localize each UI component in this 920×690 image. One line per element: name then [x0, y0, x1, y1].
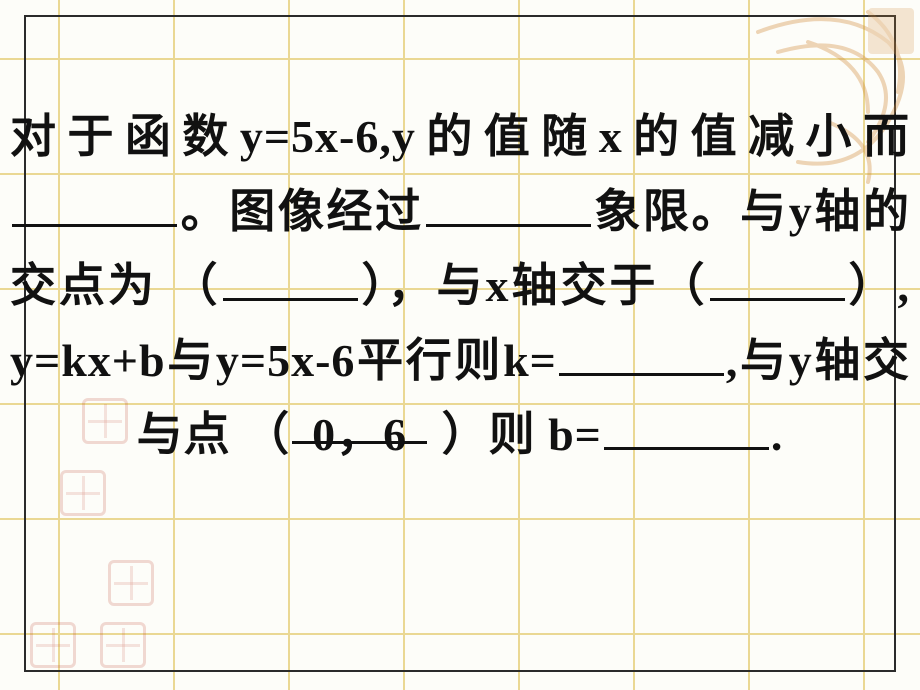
- blank-6-point-value: 0，6: [292, 398, 427, 444]
- blank-1-decrease-behavior: [12, 181, 177, 227]
- blank-7-b-value: [604, 404, 769, 450]
- text-segment-8: .: [771, 409, 784, 460]
- blank-2-quadrants: [426, 181, 591, 227]
- blank-4-x-intercept: [710, 255, 845, 301]
- blank-5-k-value: [559, 330, 724, 376]
- blank-3-y-intercept: [223, 255, 358, 301]
- text-segment-2: 。图像经过: [179, 186, 424, 237]
- text-segment-7: ）则 b=: [429, 409, 602, 460]
- text-segment-1: 对于函数y=5x-6,y的值随x的值减小而: [10, 111, 910, 162]
- text-segment-4: ），与x轴交于（: [360, 260, 708, 311]
- problem-text: 对于函数y=5x-6,y的值随x的值减小而。图像经过象限。与y轴的交点为 （），…: [10, 100, 910, 473]
